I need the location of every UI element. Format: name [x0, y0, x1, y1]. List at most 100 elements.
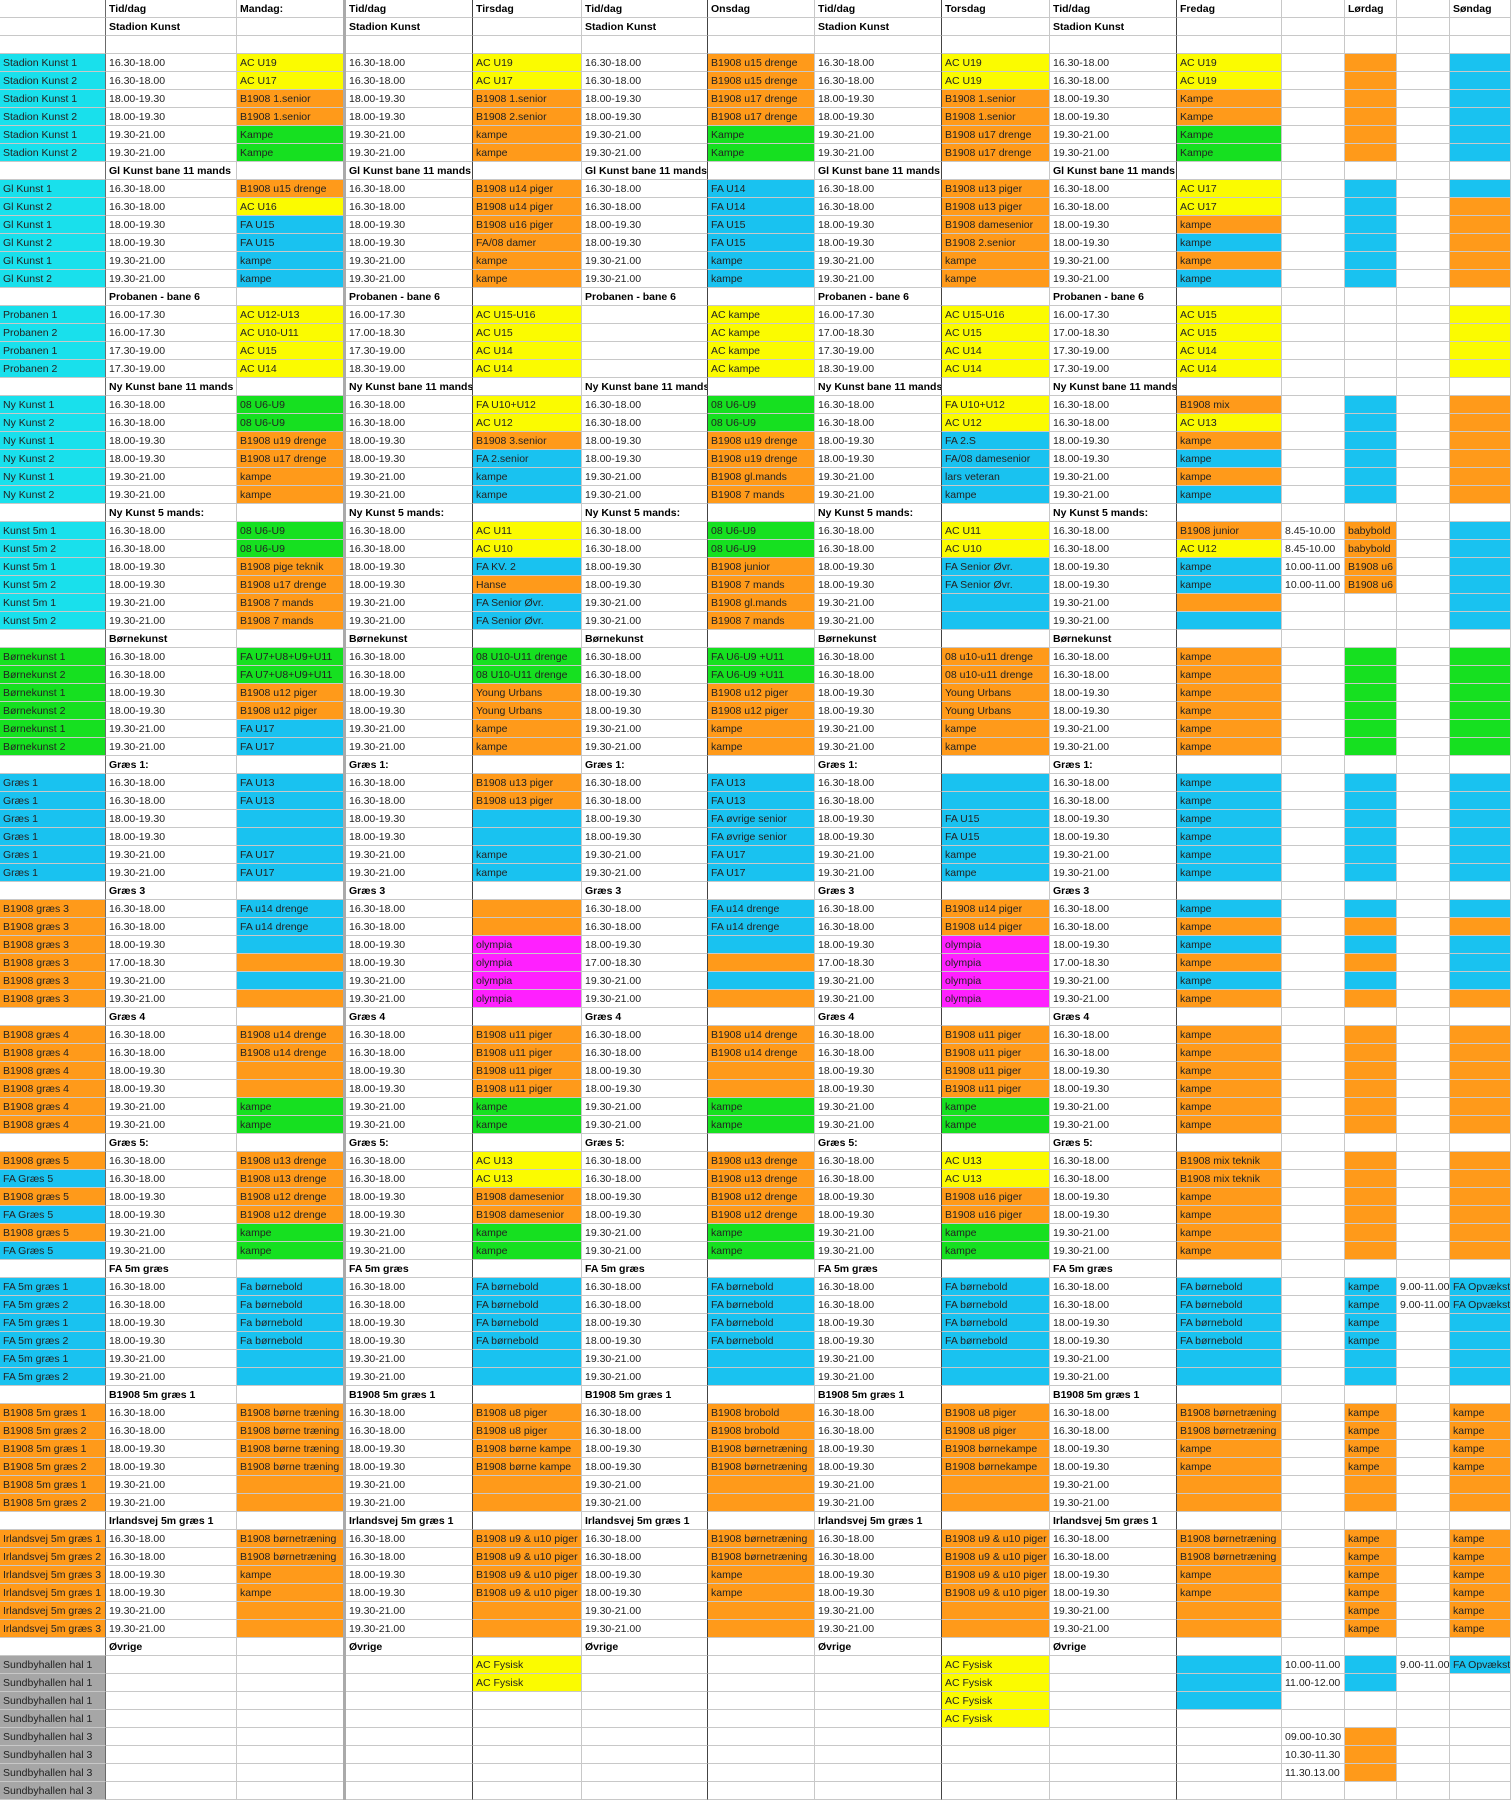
table-cell[interactable]: [708, 36, 815, 54]
table-cell[interactable]: [1282, 1008, 1345, 1026]
table-cell[interactable]: B1908 græs 5: [0, 1224, 106, 1242]
table-cell[interactable]: 18.00-19.30: [106, 1062, 237, 1080]
table-cell[interactable]: [1177, 1476, 1282, 1494]
table-cell[interactable]: B1908 u6: [1345, 576, 1397, 594]
table-cell[interactable]: [1450, 1224, 1511, 1242]
table-cell[interactable]: B1908 mix: [1177, 396, 1282, 414]
table-cell[interactable]: FA U17: [237, 738, 346, 756]
table-cell[interactable]: Græs 3: [346, 882, 473, 900]
table-cell[interactable]: 18.00-19.30: [106, 684, 237, 702]
table-cell[interactable]: [346, 1692, 473, 1710]
table-cell[interactable]: 16.30-18.00: [815, 198, 942, 216]
table-cell[interactable]: Græs 1:: [815, 756, 942, 774]
table-cell[interactable]: FA U15: [942, 810, 1050, 828]
table-cell[interactable]: 19.30-21.00: [815, 1098, 942, 1116]
table-cell[interactable]: 18.00-19.30: [582, 558, 708, 576]
table-cell[interactable]: B1908 børnetræning: [708, 1458, 815, 1476]
table-cell[interactable]: [473, 1512, 582, 1530]
table-cell[interactable]: FA U17: [237, 846, 346, 864]
table-cell[interactable]: B1908 u15 drenge: [708, 54, 815, 72]
table-cell[interactable]: 18.00-19.30: [346, 216, 473, 234]
table-cell[interactable]: Gl Kunst bane 11 mands: [582, 162, 708, 180]
table-cell[interactable]: 19.30-21.00: [346, 972, 473, 990]
table-cell[interactable]: [1177, 756, 1282, 774]
table-cell[interactable]: 19.30-21.00: [582, 486, 708, 504]
table-cell[interactable]: [1397, 522, 1450, 540]
table-cell[interactable]: [1450, 360, 1511, 378]
table-cell[interactable]: [1345, 1026, 1397, 1044]
table-cell[interactable]: kampe: [1450, 1404, 1511, 1422]
table-cell[interactable]: FA U15: [237, 234, 346, 252]
table-cell[interactable]: 16.30-18.00: [582, 540, 708, 558]
table-cell[interactable]: 16.30-18.00: [1050, 900, 1177, 918]
table-cell[interactable]: Mandag:: [237, 0, 346, 18]
table-cell[interactable]: AC U14: [1177, 360, 1282, 378]
table-cell[interactable]: [473, 1260, 582, 1278]
table-cell[interactable]: [1282, 1602, 1345, 1620]
table-cell[interactable]: 16.30-18.00: [582, 1170, 708, 1188]
table-cell[interactable]: [1397, 900, 1450, 918]
table-cell[interactable]: 18.30-19.00: [815, 360, 942, 378]
table-cell[interactable]: [1177, 1692, 1282, 1710]
table-cell[interactable]: [1450, 144, 1511, 162]
table-cell[interactable]: B1908 børne træning: [237, 1458, 346, 1476]
table-cell[interactable]: 18.00-19.30: [815, 1080, 942, 1098]
table-cell[interactable]: [942, 1008, 1050, 1026]
table-cell[interactable]: [106, 1782, 237, 1800]
table-cell[interactable]: [1397, 558, 1450, 576]
table-cell[interactable]: Stadion Kunst 1: [0, 90, 106, 108]
table-cell[interactable]: B1908 u13 piger: [942, 198, 1050, 216]
table-cell[interactable]: AC U16: [237, 198, 346, 216]
table-cell[interactable]: 16.30-18.00: [106, 648, 237, 666]
table-cell[interactable]: 16.30-18.00: [346, 1278, 473, 1296]
table-cell[interactable]: B1908 u19 drenge: [237, 432, 346, 450]
table-cell[interactable]: [1282, 1152, 1345, 1170]
table-cell[interactable]: Ny Kunst 5 mands:: [106, 504, 237, 522]
table-cell[interactable]: [1450, 630, 1511, 648]
table-cell[interactable]: [0, 504, 106, 522]
table-cell[interactable]: Græs 1:: [106, 756, 237, 774]
table-cell[interactable]: [1050, 1764, 1177, 1782]
table-cell[interactable]: Sundbyhallen hal 3: [0, 1782, 106, 1800]
table-cell[interactable]: 18.00-19.30: [346, 108, 473, 126]
table-cell[interactable]: [1345, 324, 1397, 342]
table-cell[interactable]: 18.00-19.30: [582, 1188, 708, 1206]
table-cell[interactable]: [942, 1602, 1050, 1620]
table-cell[interactable]: kampe: [1177, 810, 1282, 828]
table-cell[interactable]: B1908 7 mands: [708, 576, 815, 594]
table-cell[interactable]: [1282, 1710, 1345, 1728]
table-cell[interactable]: Ny Kunst 5 mands:: [582, 504, 708, 522]
table-cell[interactable]: FA Senior Øvr.: [473, 612, 582, 630]
table-cell[interactable]: 18.00-19.30: [815, 1188, 942, 1206]
table-cell[interactable]: [708, 1080, 815, 1098]
table-cell[interactable]: 18.00-19.30: [346, 1062, 473, 1080]
table-cell[interactable]: [1450, 1674, 1511, 1692]
table-cell[interactable]: [582, 324, 708, 342]
table-cell[interactable]: kampe: [473, 738, 582, 756]
table-cell[interactable]: Gl Kunst 2: [0, 234, 106, 252]
table-cell[interactable]: B1908 u17 drenge: [708, 108, 815, 126]
table-cell[interactable]: [1397, 936, 1450, 954]
table-cell[interactable]: [237, 1638, 346, 1656]
table-cell[interactable]: [1450, 432, 1511, 450]
table-cell[interactable]: Tid/dag: [815, 0, 942, 18]
table-cell[interactable]: B1908 5m græs 1: [106, 1386, 237, 1404]
table-cell[interactable]: Stadion Kunst 1: [0, 126, 106, 144]
table-cell[interactable]: kampe: [1345, 1314, 1397, 1332]
table-cell[interactable]: B1908 græs 4: [0, 1080, 106, 1098]
table-cell[interactable]: Græs 1: [0, 774, 106, 792]
table-cell[interactable]: 16.30-18.00: [106, 54, 237, 72]
table-cell[interactable]: [237, 18, 346, 36]
table-cell[interactable]: [1345, 1206, 1397, 1224]
table-cell[interactable]: [1177, 1782, 1282, 1800]
table-cell[interactable]: Børnekunst: [346, 630, 473, 648]
table-cell[interactable]: kampe: [473, 468, 582, 486]
table-cell[interactable]: B1908 børne kampe: [473, 1440, 582, 1458]
table-cell[interactable]: [1450, 882, 1511, 900]
table-cell[interactable]: 16.30-18.00: [815, 1404, 942, 1422]
table-cell[interactable]: [1450, 342, 1511, 360]
table-cell[interactable]: kampe: [473, 846, 582, 864]
table-cell[interactable]: [1282, 36, 1345, 54]
table-cell[interactable]: [1345, 234, 1397, 252]
table-cell[interactable]: Græs 1: [0, 864, 106, 882]
